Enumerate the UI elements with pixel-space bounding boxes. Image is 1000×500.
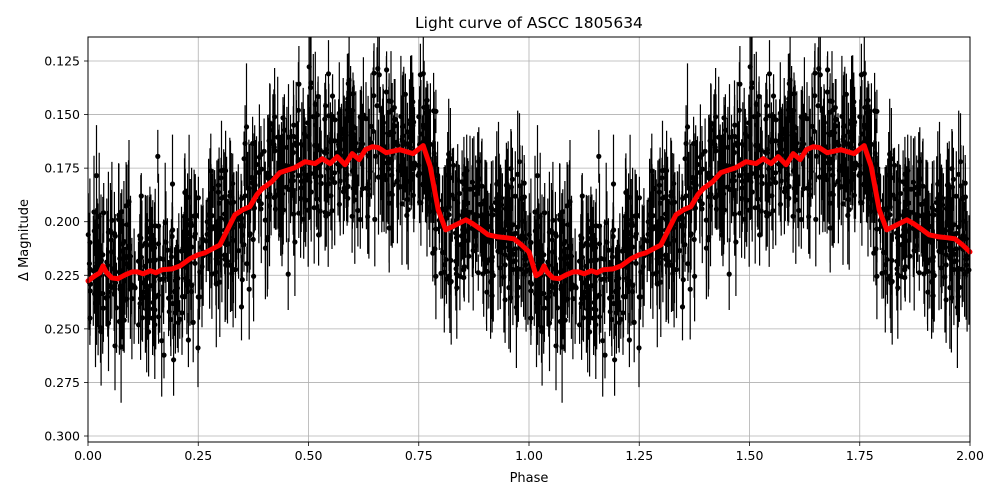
x-axis-ticks: 0.00 0.25 0.50 0.75 1.00 1.25 1.50 1.75 2.00 [74, 442, 984, 463]
x-tick-label: 1.75 [846, 448, 874, 463]
y-tick-label: 0.150 [44, 107, 80, 122]
x-tick-label: 1.50 [736, 448, 764, 463]
x-tick-label: 0.25 [184, 448, 212, 463]
x-tick-label: 0.75 [405, 448, 433, 463]
y-tick-label: 0.175 [44, 161, 80, 176]
y-tick-label: 0.125 [44, 54, 80, 69]
x-tick-label: 0.00 [74, 448, 102, 463]
data-points [85, 64, 972, 363]
x-tick-label: 2.00 [956, 448, 984, 463]
x-tick-label: 1.25 [625, 448, 653, 463]
y-tick-label: 0.200 [44, 214, 80, 229]
x-tick-label: 1.00 [515, 448, 543, 463]
x-tick-label: 0.50 [295, 448, 323, 463]
y-tick-label: 0.250 [44, 321, 80, 336]
y-axis-label: Δ Magnitude [17, 199, 32, 281]
y-tick-label: 0.225 [44, 268, 80, 283]
y-axis-ticks: 0.125 0.150 0.175 0.200 0.225 0.250 0.275 0.300 [44, 54, 88, 444]
y-tick-label: 0.300 [44, 429, 80, 444]
chart-title: Light curve of ASCC 1805634 [415, 14, 643, 32]
binned-curve-line [85, 143, 973, 284]
x-axis-label: Phase [510, 471, 549, 486]
y-tick-label: 0.275 [44, 375, 80, 390]
